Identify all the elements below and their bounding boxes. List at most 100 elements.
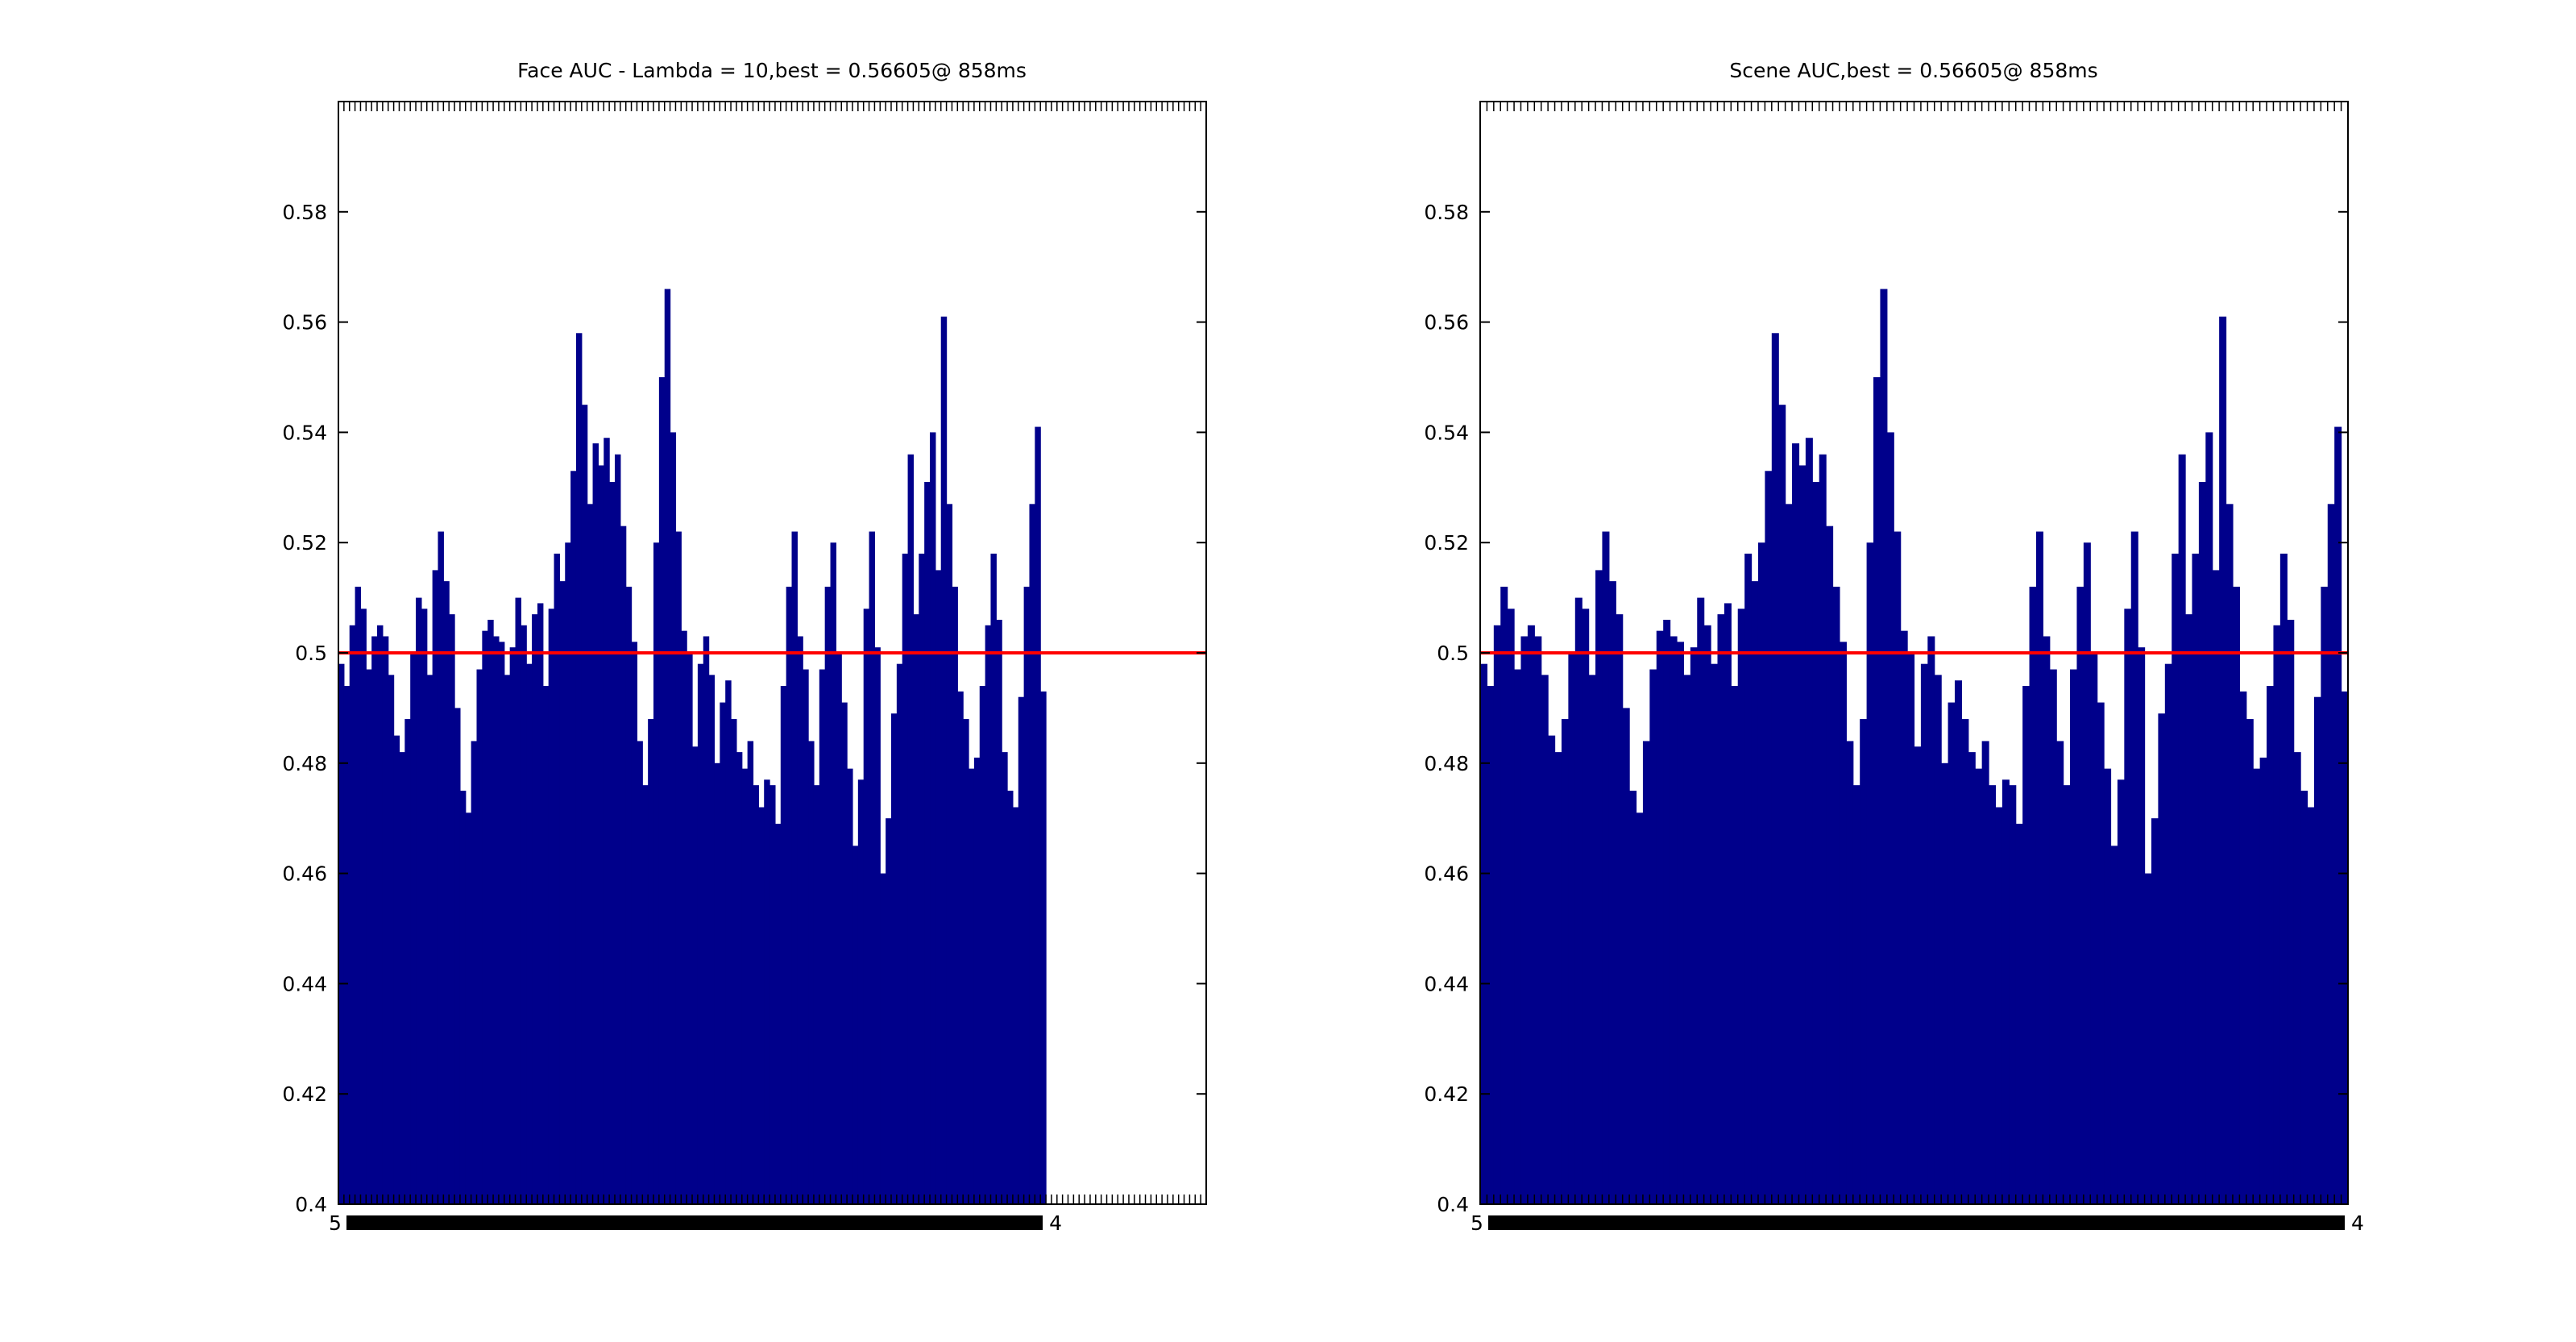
bar <box>459 791 467 1204</box>
bar <box>609 481 616 1204</box>
bar <box>1886 432 1894 1204</box>
y-tick-label: 0.42 <box>282 1082 327 1106</box>
bar <box>675 531 682 1204</box>
bar <box>913 614 919 1204</box>
bar <box>1493 625 1501 1204</box>
bar <box>625 586 633 1204</box>
bar <box>355 586 362 1204</box>
bar <box>930 432 936 1204</box>
bar <box>957 691 964 1204</box>
bar <box>421 609 428 1204</box>
bar <box>542 686 550 1204</box>
bar <box>2056 741 2064 1204</box>
bar <box>1900 630 1908 1204</box>
bar <box>2313 696 2321 1204</box>
y-tick-label: 0.56 <box>282 311 327 334</box>
y-tick-label: 0.48 <box>1424 752 1469 775</box>
bar <box>1480 663 1488 1204</box>
bar <box>1574 597 1583 1204</box>
y-tick-label: 0.46 <box>282 862 327 886</box>
bar <box>697 663 704 1204</box>
bar <box>852 846 859 1204</box>
bar <box>2035 531 2043 1204</box>
bar <box>2225 504 2234 1204</box>
y-tick-label: 0.54 <box>1424 421 1469 444</box>
bar <box>1602 531 1610 1204</box>
bar <box>996 619 1002 1204</box>
bar <box>449 614 455 1204</box>
y-tick-label: 0.4 <box>295 1193 327 1216</box>
bar <box>769 785 776 1204</box>
bar <box>343 686 351 1204</box>
bar <box>620 526 627 1204</box>
bar <box>1548 735 1556 1204</box>
bar <box>2029 586 2037 1204</box>
y-tick-label: 0.52 <box>282 531 327 555</box>
bar <box>2097 702 2105 1204</box>
bar <box>2015 824 2023 1204</box>
bars-layer <box>338 289 1047 1204</box>
bar <box>1744 553 1753 1204</box>
bar <box>1622 708 1630 1204</box>
bar <box>2239 691 2247 1204</box>
bar <box>2178 454 2186 1204</box>
bar <box>648 719 654 1204</box>
bar <box>2158 713 2166 1204</box>
bar <box>504 675 511 1204</box>
x-tick-label-first: 5 <box>329 1211 342 1235</box>
bar <box>813 785 820 1204</box>
bar <box>847 768 853 1204</box>
bar <box>2076 586 2084 1204</box>
bar <box>581 405 588 1204</box>
bar <box>509 647 516 1204</box>
bar <box>1948 702 1956 1204</box>
bar <box>952 586 958 1204</box>
bar <box>1873 377 1881 1204</box>
bar <box>1941 762 1949 1204</box>
bar <box>1677 642 1685 1204</box>
bar <box>1981 741 1989 1204</box>
bar <box>2267 686 2275 1204</box>
bar <box>1717 614 1725 1204</box>
bar <box>1649 669 1657 1204</box>
bar <box>791 531 798 1204</box>
bar <box>830 542 836 1204</box>
y-tick-label: 0.58 <box>1424 201 1469 224</box>
bar <box>797 636 803 1204</box>
bar <box>2009 785 2017 1204</box>
bar <box>2321 586 2329 1204</box>
bar <box>1934 675 1942 1204</box>
bar <box>919 553 925 1204</box>
bar <box>382 636 389 1204</box>
bar <box>1731 686 1739 1204</box>
bar <box>454 708 461 1204</box>
bar <box>1778 405 1786 1204</box>
bar <box>786 586 793 1204</box>
bar <box>2192 553 2200 1204</box>
y-tick-label: 0.52 <box>1424 531 1469 555</box>
bar <box>2070 669 2078 1204</box>
bar <box>1670 636 1678 1204</box>
bar <box>824 586 832 1204</box>
bar <box>985 625 992 1204</box>
bar <box>2253 768 2261 1204</box>
bar <box>2307 807 2315 1204</box>
bar <box>2205 432 2213 1204</box>
bar <box>924 481 931 1204</box>
bar <box>1819 454 1827 1204</box>
bar <box>366 669 372 1204</box>
bar <box>1711 663 1719 1204</box>
bar <box>1595 570 1603 1204</box>
bar <box>637 741 643 1204</box>
bar <box>592 443 599 1204</box>
bar <box>1757 542 1765 1204</box>
bar <box>2063 785 2071 1204</box>
bar <box>886 818 892 1204</box>
bar <box>388 675 395 1204</box>
y-tick-labels: 0.4 0.42 0.44 0.46 0.48 0.5 0.52 0.54 0.56 0.58 <box>1424 201 1469 1216</box>
bar <box>808 741 815 1204</box>
bar <box>1554 752 1562 1204</box>
bar <box>1697 597 1705 1204</box>
bar <box>979 686 986 1204</box>
